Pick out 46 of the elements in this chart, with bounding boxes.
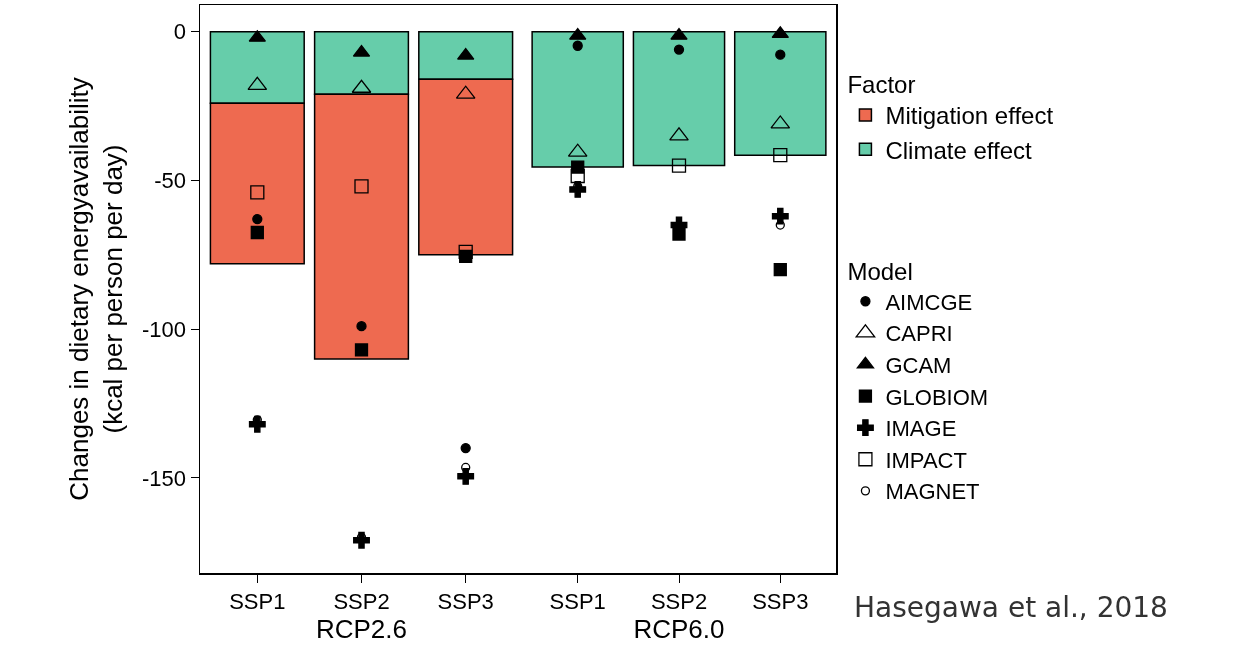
point [775,220,785,230]
text: Factor [847,71,916,98]
point [354,179,369,194]
point [773,148,788,163]
point [250,185,265,200]
y-axis-title: Changes in dietary energyavailability (kcal per person per day) [63,77,128,501]
legend-label: GCAM [885,353,952,379]
x-axis-title: RCP6.0 [633,613,725,644]
text: Model [847,258,913,286]
point [250,225,264,240]
x-tick-label: SSP1 [229,588,286,614]
legend-label: GLOBIOM [885,384,989,410]
point [460,442,471,454]
y-tick-label: -100 [142,316,187,342]
legend-label: AIMCGE [885,289,973,315]
y-tick-label: -50 [154,168,187,194]
point [771,207,789,225]
point [571,160,585,174]
x-axis-title: RCP2.6 [315,613,408,644]
legend-label: Mitigation effect [885,102,1054,130]
x-tick-label: SSP2 [650,588,708,614]
text: Hasegawa et al., 2018 [854,591,1168,624]
point [669,127,689,141]
point [670,27,688,40]
point [356,321,367,332]
x-tick-label: SSP2 [333,588,390,614]
point [673,44,685,55]
point [354,343,369,357]
x-tick-label: SSP3 [437,588,494,614]
point [572,40,583,51]
point [252,213,263,225]
point [457,467,475,485]
point [773,263,787,277]
point [458,244,473,259]
legend-label: CAPRI [885,321,953,347]
x-tick-label: SSP1 [549,588,606,614]
legend-label: IMAGE [885,416,957,442]
point [775,49,786,60]
legend-label: IMPACT [885,447,967,473]
legend-label: Climate effect [885,136,1033,164]
y-tick-label: 0 [173,19,187,45]
y-tick-label: -150 [142,465,187,491]
legend-label: MAGNET [885,479,980,505]
point [671,158,687,173]
x-tick-label: SSP3 [752,588,809,614]
point [570,168,585,184]
